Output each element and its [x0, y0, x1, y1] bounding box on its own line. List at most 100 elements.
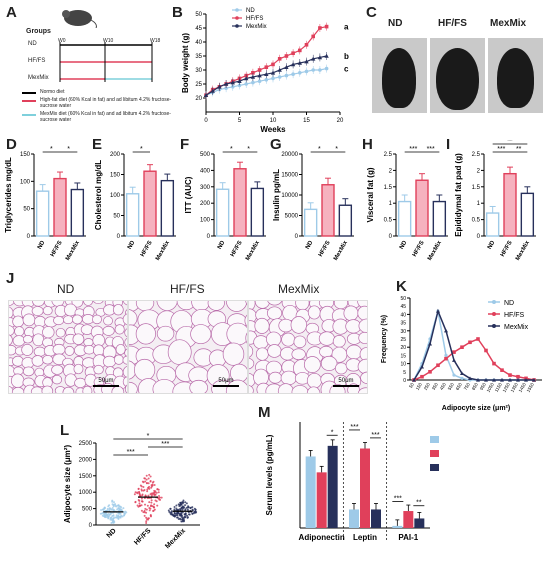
- scatter-point: [185, 502, 188, 505]
- data-point: [500, 378, 504, 382]
- histology-hf: 50μm: [114, 288, 269, 423]
- x-tick-label: ND: [487, 239, 497, 250]
- data-point: [324, 53, 329, 58]
- scatter-point: [138, 504, 141, 507]
- scatter-point: [156, 488, 159, 491]
- triglycerides-chart: 0 50 100 150 ND HF/FS MexMix Triglycerides mg/d…: [4, 146, 86, 262]
- scatter-point: [155, 500, 158, 503]
- x-tick-label: HF/FS: [412, 240, 426, 258]
- histo-label-nd: ND: [57, 282, 75, 296]
- y-tick-label: 20000: [281, 152, 298, 158]
- scatter-point: [149, 480, 152, 483]
- scatter-point: [145, 478, 148, 481]
- serum-legend: [430, 432, 443, 474]
- bar-nd: [215, 188, 230, 237]
- x-tick-label: 650: [455, 382, 463, 391]
- data-point: [516, 378, 520, 382]
- y-tick-label: 2000: [79, 457, 93, 463]
- data-point: [420, 364, 424, 369]
- scatter-point: [184, 512, 187, 515]
- scatter-point: [109, 516, 112, 519]
- legend-label-nd: ND: [504, 300, 514, 307]
- y-tick-label: 50: [23, 207, 30, 213]
- x-tick-label: 450: [439, 382, 447, 391]
- x-tick-label: HF/FS: [500, 240, 514, 258]
- scatter-point: [145, 522, 148, 525]
- scatter-point: [145, 518, 148, 521]
- y-tick-label: 50: [113, 214, 120, 220]
- scatter-point: [137, 498, 140, 501]
- data-point: [460, 345, 464, 349]
- scatter-point: [173, 513, 176, 516]
- timeline-diagram: [59, 42, 153, 82]
- scatter-point: [105, 514, 108, 517]
- scatter-point: [148, 509, 151, 512]
- data-point: [444, 328, 448, 333]
- data-point: [532, 378, 536, 382]
- y-tick-label: 15: [400, 353, 406, 359]
- scatter-point: [193, 510, 196, 513]
- data-point: [444, 353, 448, 357]
- legend-label-mexmix: MexMix: [504, 324, 529, 331]
- scatter-point: [158, 495, 161, 498]
- panel-h-letter: H: [362, 136, 373, 153]
- data-point: [444, 356, 448, 361]
- scatter-point: [99, 512, 102, 515]
- y-tick-label: 0: [477, 234, 481, 240]
- y-tick-label: 1000: [79, 490, 93, 496]
- sig-label: ***: [497, 146, 505, 153]
- bar-hf-fs: [53, 177, 67, 237]
- x-tick-label: 1150: [494, 382, 503, 393]
- scatter-point: [145, 520, 148, 523]
- y-tick-label: 0: [117, 234, 121, 240]
- scatter-point: [181, 508, 184, 511]
- tick-w0: W0: [58, 38, 66, 44]
- x-axis-label: Adipocyte size (μm²): [442, 405, 510, 412]
- scatter-point: [137, 487, 140, 490]
- scatter-point: [112, 501, 115, 504]
- series-line-mexmix: [413, 308, 534, 381]
- data-point: [298, 71, 302, 75]
- scatter-point: [138, 502, 141, 505]
- x-tick-label: ND: [106, 527, 118, 539]
- x-tick-label: 10: [270, 118, 277, 124]
- mouse-icon: [62, 10, 97, 28]
- scatter-point: [140, 504, 143, 507]
- group-label-pai-1: PAI-1: [398, 533, 418, 542]
- scatter-point: [134, 491, 137, 494]
- scatter-point: [144, 507, 147, 510]
- bar-adiponectin-hf-fs: [316, 472, 327, 528]
- scalebar-hf: 50μm: [213, 378, 239, 387]
- x-tick-label: MexMix: [333, 239, 349, 261]
- scatter-point: [149, 507, 152, 510]
- scalebar-mex: 50μm: [333, 378, 359, 387]
- sig-label: ***: [350, 424, 358, 431]
- scatter-point: [144, 503, 147, 506]
- tick-w18: W18: [150, 38, 161, 44]
- bar-adiponectin-nd: [305, 456, 316, 528]
- scatter-point: [147, 482, 150, 485]
- photo-label-hf: HF/FS: [438, 18, 467, 29]
- y-tick-label: 200: [110, 152, 121, 158]
- x-tick-label: ND: [127, 239, 137, 250]
- scatter-point: [149, 514, 152, 517]
- x-tick-label: ND: [399, 239, 409, 250]
- data-point: [318, 68, 322, 72]
- scalebar-nd: 50μm: [93, 378, 119, 387]
- scatter-point: [134, 500, 137, 503]
- x-tick-label: 250: [423, 382, 431, 391]
- panel-i-letter: I: [446, 136, 451, 153]
- cholesterol-chart: 0 50 100 150 200 ND HF/FS MexMix Cholesterol mg/…: [94, 146, 176, 262]
- scatter-point: [123, 514, 126, 517]
- scatter-point: [176, 512, 179, 515]
- scatter-point: [141, 493, 144, 496]
- y-tick-label: 150: [110, 173, 121, 179]
- scatter-point: [103, 512, 106, 515]
- x-tick-label: 20: [337, 118, 344, 124]
- bar-pai-1-nd: [392, 525, 403, 528]
- data-point: [271, 62, 275, 67]
- data-point: [452, 350, 456, 354]
- sig-label: **: [507, 140, 513, 145]
- data-point: [291, 72, 295, 76]
- data-point: [428, 341, 432, 346]
